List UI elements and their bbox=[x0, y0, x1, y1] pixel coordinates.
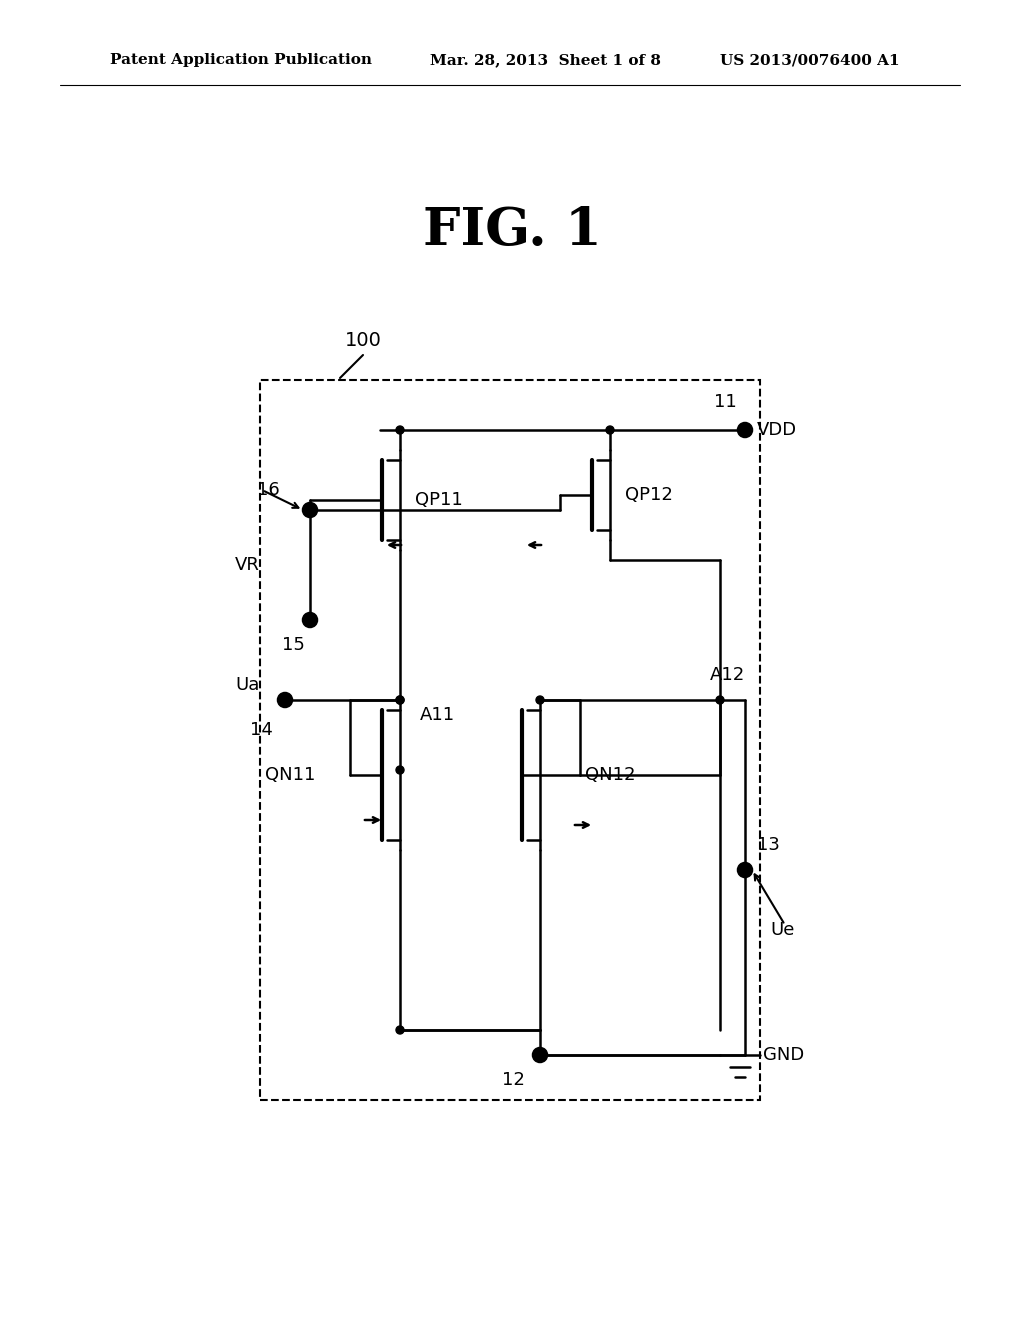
Circle shape bbox=[738, 863, 752, 876]
Text: FIG. 1: FIG. 1 bbox=[423, 205, 601, 256]
Text: GND: GND bbox=[763, 1045, 804, 1064]
Circle shape bbox=[396, 1026, 404, 1034]
Text: 11: 11 bbox=[715, 393, 737, 411]
Text: VDD: VDD bbox=[757, 421, 797, 440]
Circle shape bbox=[534, 1048, 547, 1063]
Circle shape bbox=[738, 422, 752, 437]
Text: 13: 13 bbox=[757, 836, 780, 854]
Text: A11: A11 bbox=[420, 706, 455, 723]
Text: 12: 12 bbox=[502, 1071, 525, 1089]
Circle shape bbox=[716, 696, 724, 704]
Circle shape bbox=[606, 426, 614, 434]
Circle shape bbox=[303, 503, 317, 517]
Circle shape bbox=[396, 696, 404, 704]
Text: VR: VR bbox=[236, 556, 260, 574]
Circle shape bbox=[396, 426, 404, 434]
Text: US 2013/0076400 A1: US 2013/0076400 A1 bbox=[720, 53, 900, 67]
Text: QP12: QP12 bbox=[625, 486, 673, 504]
Text: 100: 100 bbox=[345, 330, 382, 350]
Text: Ua: Ua bbox=[236, 676, 260, 694]
Text: A12: A12 bbox=[710, 667, 745, 684]
Text: 14: 14 bbox=[250, 721, 273, 739]
Text: 15: 15 bbox=[283, 636, 305, 653]
Text: 16: 16 bbox=[257, 480, 280, 499]
Text: Patent Application Publication: Patent Application Publication bbox=[110, 53, 372, 67]
Text: Ue: Ue bbox=[770, 921, 795, 939]
Text: QN12: QN12 bbox=[585, 766, 636, 784]
Circle shape bbox=[536, 696, 544, 704]
Text: QP11: QP11 bbox=[415, 491, 463, 510]
Circle shape bbox=[303, 612, 317, 627]
Text: Mar. 28, 2013  Sheet 1 of 8: Mar. 28, 2013 Sheet 1 of 8 bbox=[430, 53, 662, 67]
Circle shape bbox=[396, 696, 404, 704]
Text: QN11: QN11 bbox=[264, 766, 315, 784]
Circle shape bbox=[396, 766, 404, 774]
Bar bbox=[260, 380, 760, 1100]
Circle shape bbox=[278, 693, 292, 708]
